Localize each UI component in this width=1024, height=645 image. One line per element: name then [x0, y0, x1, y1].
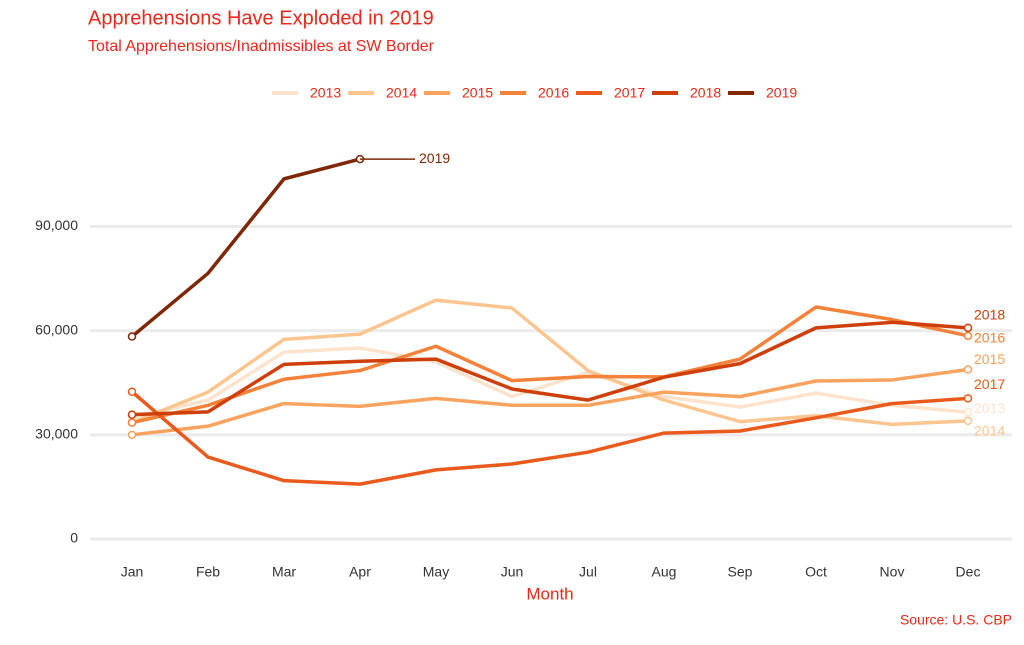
series-line — [131, 320, 969, 417]
end-point — [127, 418, 137, 427]
y-tick-label: 0 — [70, 530, 78, 546]
legend-label: 2018 — [690, 85, 721, 101]
chart-title: Apprehensions Have Exploded in 2019 — [88, 7, 434, 29]
end-point — [963, 323, 973, 333]
legend-label: 2019 — [766, 85, 797, 101]
legend-label: 2013 — [310, 85, 341, 101]
end-point — [963, 407, 973, 417]
end-point — [127, 387, 137, 397]
series-end-label: 2016 — [974, 330, 1005, 346]
end-point — [963, 416, 973, 426]
series-line — [131, 367, 969, 437]
series-end-label: 2014 — [974, 423, 1005, 439]
y-tick-label: 30,000 — [35, 426, 78, 442]
series-end-label: 2017 — [974, 376, 1005, 392]
end-point — [963, 394, 973, 403]
x-tick-label: Jul — [579, 564, 597, 580]
series-line — [130, 390, 969, 486]
x-tick-label: Oct — [805, 564, 827, 580]
end-point — [127, 332, 137, 341]
x-tick-label: Jun — [501, 564, 524, 580]
legend-label: 2015 — [462, 85, 493, 101]
legend-label: 2017 — [614, 85, 645, 101]
x-tick-label: Nov — [880, 564, 905, 580]
series-end-label: 2015 — [974, 351, 1005, 367]
end-point — [127, 410, 137, 419]
x-tick-label: Mar — [272, 564, 296, 580]
chart-subtitle: Total Apprehensions/Inadmissibles at SW … — [88, 38, 435, 55]
x-tick-label: Jan — [121, 564, 144, 580]
x-tick-label: Feb — [196, 564, 220, 580]
series-end-label: 2018 — [974, 307, 1005, 323]
y-tick-label: 90,000 — [35, 217, 78, 233]
x-tick-label: May — [423, 564, 449, 580]
x-tick-label: Aug — [652, 564, 677, 580]
legend-label: 2016 — [538, 85, 569, 101]
series-line — [131, 305, 969, 425]
x-tick-label: Sep — [728, 564, 753, 580]
caption: Source: U.S. CBP — [900, 612, 1012, 628]
end-point — [963, 365, 973, 374]
x-axis-label: Month — [526, 584, 573, 603]
x-tick-label: Dec — [956, 564, 981, 580]
x-tick-label: Apr — [349, 564, 371, 580]
series-end-label: 2019 — [419, 150, 450, 166]
y-tick-label: 60,000 — [35, 321, 78, 337]
series-end-label: 2013 — [974, 400, 1005, 416]
series-line — [130, 157, 361, 338]
legend-label: 2014 — [386, 85, 417, 101]
series-line — [131, 346, 969, 420]
end-point — [963, 331, 973, 341]
end-point — [127, 430, 137, 440]
